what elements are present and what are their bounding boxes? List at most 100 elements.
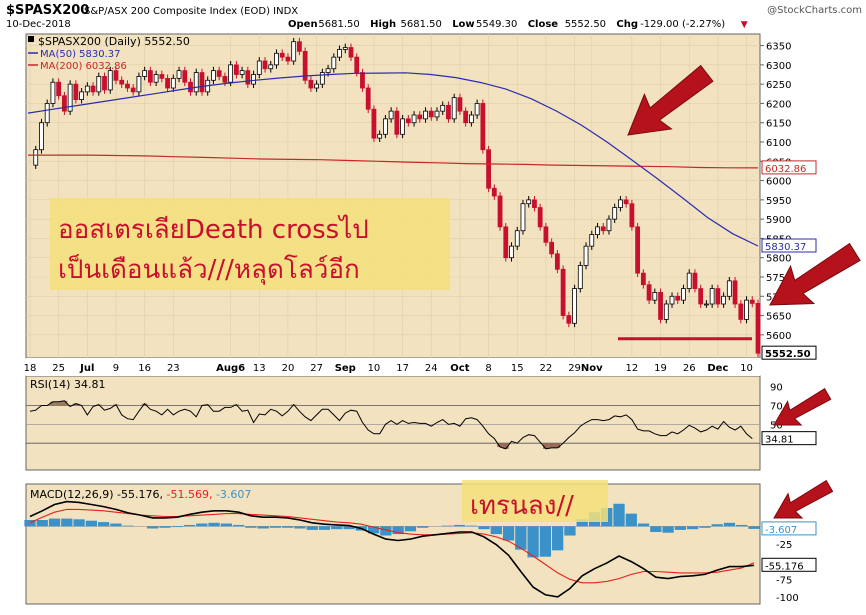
macd-histogram-bar <box>269 526 282 528</box>
ohlc-readout: Open 5681.50 High 5681.50 Low 5549.30 Close 555… <box>288 19 748 30</box>
candle-up <box>606 218 612 232</box>
candle-down <box>73 83 79 100</box>
rsi-overbought-fill <box>50 401 56 406</box>
candle-up <box>50 81 56 104</box>
candle-up <box>291 41 297 62</box>
macd-histogram-bar <box>367 526 380 534</box>
arrow-macd <box>773 479 834 519</box>
candle-down <box>600 226 606 232</box>
candle-up <box>411 114 417 124</box>
candle-down <box>245 70 251 85</box>
date-tick-label: 24 <box>425 363 438 374</box>
macd-histogram-bar <box>97 522 110 527</box>
candle-down <box>233 64 239 75</box>
candle-down <box>646 284 652 301</box>
macd-histogram-bar <box>748 526 760 529</box>
macd-legend-histogram: -3.607 <box>216 488 251 501</box>
candle-down <box>147 70 153 83</box>
macd-line <box>29 500 755 598</box>
date-tick-label: 26 <box>683 363 696 374</box>
macd-histogram-bar <box>171 526 183 528</box>
macd-histogram-bar <box>36 520 48 527</box>
date-tick-label: Oct <box>450 363 469 374</box>
candle-down <box>297 41 302 52</box>
macd-annotation-bg <box>462 480 608 522</box>
rsi-tick-label: 70 <box>770 402 783 413</box>
date-tick-label: 20 <box>282 363 295 374</box>
price-tick-label: 6350 <box>766 42 791 53</box>
candle-down <box>130 87 136 93</box>
watermark: @StockCharts.com <box>767 5 862 16</box>
candle-up <box>744 299 749 320</box>
macd-histogram-bar <box>490 526 502 535</box>
price-annotation: ออสเตรเลียDeath crossไป เป็นเดือนแล้ว///… <box>50 198 450 290</box>
candle-up <box>681 288 686 301</box>
ma50-value-tag: 5830.37 <box>765 242 806 253</box>
arrow-top-shape <box>627 64 714 136</box>
candle-up <box>136 76 142 93</box>
candle-up <box>612 207 618 220</box>
candle-down <box>623 199 629 205</box>
macd-histogram-bar <box>183 524 196 527</box>
candle-down <box>216 70 222 77</box>
candle-down <box>308 79 314 89</box>
macd-value-tag-box <box>761 557 817 572</box>
candle-up <box>514 230 520 247</box>
ohlc-label-low: Low <box>452 19 474 30</box>
rsi-value-tag-box <box>761 431 817 446</box>
macd-histogram-value-tag-box <box>761 521 817 536</box>
date-tick-label: Aug6 <box>216 363 245 374</box>
candle-down <box>102 76 107 91</box>
macd-histogram-bar <box>674 526 687 530</box>
ohlc-label-chg: Chg <box>616 19 638 30</box>
candle-up <box>319 72 325 85</box>
candle-up <box>388 110 394 120</box>
candle-down <box>365 87 371 110</box>
candle-up <box>337 49 342 58</box>
candle-up <box>268 64 274 70</box>
candle-down <box>698 288 704 305</box>
rsi-oversold-fill <box>554 443 561 448</box>
candle-up <box>526 199 532 205</box>
candle-up <box>228 64 234 83</box>
ohlc-label-close: Close <box>528 19 559 30</box>
candle-up <box>709 288 715 305</box>
arrow-rsi-shape <box>773 387 832 426</box>
arrow-price <box>769 242 861 306</box>
candle-down <box>640 272 646 286</box>
ohlc-value-close: 5552.50 <box>565 19 606 30</box>
candle-down <box>532 199 537 208</box>
ma200-line <box>28 154 759 169</box>
date-tick-label: 17 <box>396 363 409 374</box>
candle-down <box>658 292 663 320</box>
macd-histogram-bar <box>110 523 122 527</box>
candle-down <box>635 226 641 274</box>
rsi-oversold-fill <box>497 443 503 447</box>
candle-down <box>394 110 400 135</box>
candle-up <box>331 56 337 70</box>
macd-histogram-bar <box>232 524 245 527</box>
macd-histogram-bar <box>650 526 662 532</box>
candle-down <box>182 70 188 83</box>
candle-up <box>84 85 90 93</box>
candle-down <box>159 74 165 79</box>
index-description: S&P/ASX 200 Composite Index (EOD) INDX <box>84 6 298 17</box>
macd-histogram-bar <box>527 526 539 558</box>
macd-histogram-bar <box>453 524 466 527</box>
ohlc-value-high: 5681.50 <box>401 19 442 30</box>
price-legend-swatch <box>28 36 34 42</box>
candle-up <box>726 280 732 297</box>
candle-up <box>33 149 39 166</box>
macd-histogram-bar <box>564 526 576 536</box>
rsi-tick-label: 90 <box>770 383 783 394</box>
macd-histogram-bar <box>343 526 355 530</box>
candle-down <box>90 85 96 93</box>
macd-histogram-bar <box>122 525 134 527</box>
candle-up <box>44 103 50 124</box>
candle-up <box>107 70 113 91</box>
price-tick-label: 6250 <box>766 80 791 91</box>
macd-tick-label: -25 <box>776 540 792 551</box>
price-annotation-line1: ออสเตรเลียDeath crossไป <box>58 214 369 245</box>
macd-histogram-bar <box>318 526 331 530</box>
candle-down <box>755 303 761 354</box>
